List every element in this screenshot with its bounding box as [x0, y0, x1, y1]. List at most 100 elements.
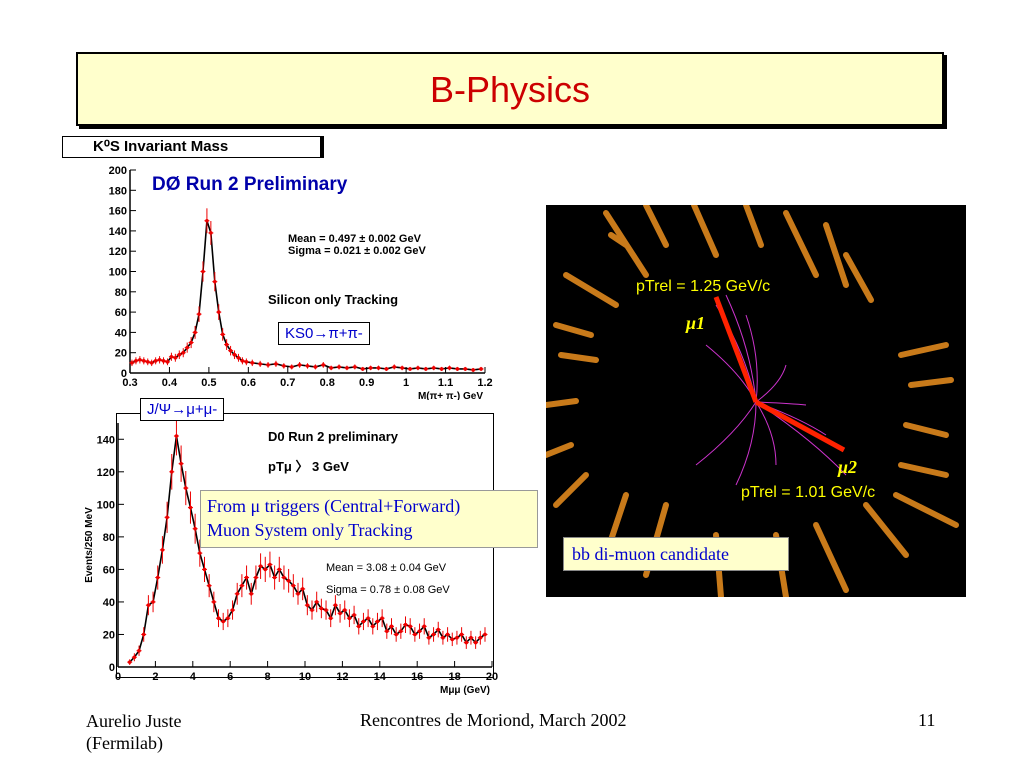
- data-marker: [151, 600, 155, 604]
- data-point: [368, 365, 374, 371]
- calorimeter-tower: [691, 205, 719, 258]
- data-point: [257, 360, 263, 367]
- data-marker: [360, 367, 365, 371]
- chart-group: 0.3 0.4 0.5 0.6 0.7 0.8 0.9 1 1.1 1.2 0 20 40 60 80 100…: [109, 165, 493, 402]
- data-point: [192, 325, 198, 339]
- y-tick-label: 180: [109, 185, 127, 197]
- x-tick-label: 0.9: [359, 377, 374, 389]
- data-marker: [209, 231, 213, 235]
- y-tick-label: 140: [97, 434, 115, 446]
- data-marker: [353, 365, 357, 369]
- data-point: [346, 609, 352, 628]
- data-point: [281, 565, 287, 590]
- data-marker: [198, 551, 202, 555]
- data-marker: [422, 624, 427, 629]
- data-point: [244, 565, 250, 590]
- data-point: [200, 261, 206, 282]
- event-display-graphic: μ1 μ2 pTrel = 1.25 GeV/c pTrel = 1.01 GeV/c: [546, 205, 959, 597]
- data-point: [352, 364, 358, 370]
- data-marker: [165, 360, 170, 364]
- data-marker: [258, 564, 263, 568]
- data-marker: [221, 619, 225, 624]
- data-point: [454, 630, 460, 645]
- data-point: [141, 627, 147, 642]
- data-point: [336, 364, 342, 370]
- data-point: [196, 306, 202, 322]
- calorimeter-tower: [813, 522, 849, 593]
- data-marker: [145, 360, 150, 364]
- y-axis-label: Events/250 MeV: [84, 507, 95, 583]
- data-marker: [226, 616, 230, 620]
- data-marker: [356, 624, 361, 629]
- data-point: [212, 272, 218, 292]
- charged-track: [735, 401, 757, 486]
- data-marker: [127, 660, 132, 664]
- y-tick-label: 140: [109, 226, 127, 238]
- y-tick-label: 200: [109, 165, 127, 177]
- data-point: [431, 627, 437, 642]
- data-point: [482, 627, 488, 642]
- data-marker: [297, 363, 302, 367]
- calorimeter-tower: [843, 252, 874, 303]
- charged-track: [755, 401, 777, 466]
- data-marker: [305, 364, 310, 368]
- x-tick-label: 0.7: [280, 377, 295, 389]
- data-point: [478, 366, 484, 371]
- y-tick-label: 40: [103, 597, 115, 609]
- data-point: [239, 574, 245, 598]
- data-point: [374, 612, 380, 631]
- data-point: [145, 595, 151, 616]
- data-marker: [169, 354, 174, 359]
- data-point: [216, 609, 222, 628]
- data-marker: [413, 632, 417, 637]
- muon-note-line2: Muon System only Tracking: [207, 520, 413, 540]
- data-point: [421, 618, 427, 635]
- data-marker: [268, 562, 272, 567]
- data-marker: [431, 632, 436, 637]
- data-point: [412, 627, 418, 642]
- data-marker: [254, 575, 258, 580]
- y-tick-label: 80: [103, 532, 115, 544]
- data-marker: [153, 359, 158, 363]
- muon-trigger-note: From μ triggers (Central+Forward) Muon S…: [200, 490, 538, 548]
- data-point: [273, 360, 279, 367]
- data-point: [192, 513, 198, 544]
- data-marker: [455, 367, 460, 371]
- data-point: [297, 362, 303, 368]
- footer-page-number: 11: [918, 710, 936, 730]
- data-marker: [375, 619, 380, 624]
- footer-event: Rencontres de Moriond, March 2002: [360, 710, 627, 730]
- muon-1-label: μ1: [685, 313, 705, 333]
- jpsi-mass-plot: 0 2 4 6 8 10 12 14 16 18 20 0 20 40 60 80 100 120 140 D0 Ru…: [80, 405, 500, 700]
- y-tick-label: 20: [115, 348, 127, 360]
- data-marker: [324, 608, 328, 612]
- data-marker: [394, 632, 398, 637]
- data-point: [473, 636, 479, 649]
- data-point: [376, 365, 381, 371]
- footer-author-name: Aurelio Juste: [86, 711, 182, 731]
- chart-title: D0 Run 2 preliminary: [268, 429, 399, 444]
- data-marker: [132, 655, 137, 660]
- data-point: [342, 600, 348, 620]
- data-marker: [338, 611, 342, 616]
- y-tick-label: 20: [103, 629, 115, 641]
- data-marker: [333, 603, 338, 607]
- x-tick-label: 0.8: [320, 377, 335, 389]
- data-point: [309, 600, 315, 620]
- data-point: [323, 600, 329, 620]
- data-point: [150, 591, 156, 613]
- data-marker: [464, 640, 469, 645]
- data-marker: [165, 515, 169, 520]
- data-point: [262, 556, 268, 583]
- data-point: [445, 627, 451, 642]
- y-tick-label: 0: [109, 662, 115, 674]
- data-point: [204, 208, 210, 234]
- data-marker: [224, 342, 229, 347]
- data-point: [211, 591, 217, 613]
- data-point: [187, 491, 193, 524]
- data-point: [141, 357, 147, 365]
- data-point: [168, 352, 174, 361]
- chart-annotation: Sigma = 0.021 ± 0.002 GeV: [288, 245, 426, 257]
- data-marker: [361, 619, 366, 624]
- data-marker: [205, 218, 209, 223]
